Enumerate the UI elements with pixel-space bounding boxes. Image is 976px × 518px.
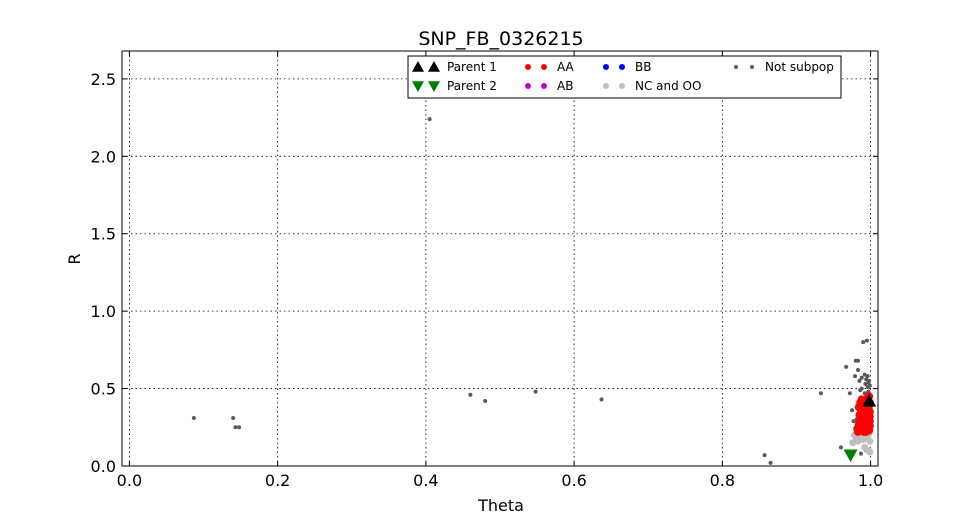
y-tick-label: 1.5 (91, 225, 116, 244)
legend-marker-aa (541, 64, 547, 70)
legend-label-not-subpop: Not subpop (765, 60, 834, 74)
not-subpop-point (233, 425, 238, 430)
not-subpop-point (231, 415, 236, 420)
nc-and-oo-point (866, 448, 874, 456)
legend: Parent 1 Parent 2 AA AB BB NC and OO Not subpo… (407, 55, 842, 99)
not-subpop-point (855, 358, 860, 363)
not-subpop-point (867, 383, 872, 388)
legend-label-parent-1: Parent 1 (447, 60, 497, 74)
x-tick-label: 0.2 (265, 471, 290, 490)
grid (122, 51, 878, 467)
axis-ticks: 0.0 0.2 0.4 0.6 0.8 1.0 0.0 0.5 1.0 1.5 2.0 2.5 (91, 51, 883, 490)
x-tick-label: 0.0 (117, 471, 142, 490)
legend-label-aa: AA (557, 60, 575, 74)
not-subpop-point (862, 372, 867, 377)
legend-marker-ab (541, 83, 547, 89)
nc-and-oo-point (861, 443, 869, 451)
y-tick-label: 2.0 (91, 147, 116, 166)
legend-marker-parent-1 (428, 61, 440, 72)
not-subpop-point (237, 425, 242, 430)
not-subpop-point (768, 460, 773, 465)
legend-marker-parent-2 (412, 81, 424, 92)
not-subpop-point (468, 392, 473, 397)
not-subpop-point (847, 391, 852, 396)
y-tick-label: 0.0 (91, 457, 116, 476)
legend-marker-nc-and-oo (619, 83, 625, 89)
x-axis-label: Theta (477, 496, 524, 515)
not-subpop-point (855, 367, 860, 372)
legend-marker-bb (619, 64, 625, 70)
legend-marker-parent-1 (412, 61, 424, 72)
not-subpop-point (483, 398, 488, 403)
not-subpop-point (853, 374, 858, 379)
aa-point (857, 395, 866, 404)
not-subpop-point (866, 380, 871, 385)
not-subpop-point (818, 391, 823, 396)
nc-and-oo-point (866, 437, 874, 445)
legend-marker-bb (603, 64, 609, 70)
not-subpop-point (858, 451, 863, 456)
legend-marker-not-subpop (750, 65, 754, 69)
not-subpop-point (850, 408, 855, 413)
x-tick-label: 0.4 (413, 471, 438, 490)
legend-marker-aa (525, 64, 531, 70)
not-subpop-point (427, 117, 432, 122)
y-tick-label: 2.5 (91, 70, 116, 89)
legend-label-ab: AB (557, 79, 573, 93)
legend-marker-ab (525, 83, 531, 89)
legend-label-parent-2: Parent 2 (447, 79, 497, 93)
data-points (191, 117, 877, 465)
not-subpop-point (859, 375, 864, 380)
not-subpop-point (838, 445, 843, 450)
x-tick-label: 0.6 (561, 471, 586, 490)
parent-2-point (843, 449, 858, 463)
not-subpop-point (857, 378, 862, 383)
legend-label-nc-and-oo: NC and OO (635, 79, 701, 93)
legend-marker-not-subpop (734, 65, 738, 69)
not-subpop-point (864, 377, 869, 382)
not-subpop-point (844, 364, 849, 369)
y-tick-label: 1.0 (91, 302, 116, 321)
not-subpop-point (762, 453, 767, 458)
not-subpop-point (861, 340, 866, 345)
parent-1-point (862, 393, 877, 407)
aa-point (862, 427, 871, 436)
legend-box (407, 55, 842, 99)
y-axis-label: R (65, 253, 84, 264)
not-subpop-point (851, 419, 856, 424)
not-subpop-point (862, 391, 867, 396)
plot-frame (121, 50, 879, 467)
not-subpop-point (865, 374, 870, 379)
not-subpop-point (864, 338, 869, 343)
not-subpop-point (533, 389, 538, 394)
legend-marker-parent-2 (428, 81, 440, 92)
not-subpop-point (863, 381, 868, 386)
chart-title: SNP_FB_0326215 (418, 28, 583, 50)
y-tick-label: 0.5 (91, 380, 116, 399)
x-tick-label: 1.0 (858, 471, 883, 490)
not-subpop-point (191, 415, 196, 420)
x-tick-label: 0.8 (710, 471, 735, 490)
legend-label-bb: BB (635, 60, 651, 74)
legend-marker-nc-and-oo (603, 83, 609, 89)
not-subpop-point (599, 397, 604, 402)
not-subpop-point (858, 388, 863, 393)
aa-point (865, 407, 874, 416)
nc-and-oo-point (854, 437, 862, 445)
